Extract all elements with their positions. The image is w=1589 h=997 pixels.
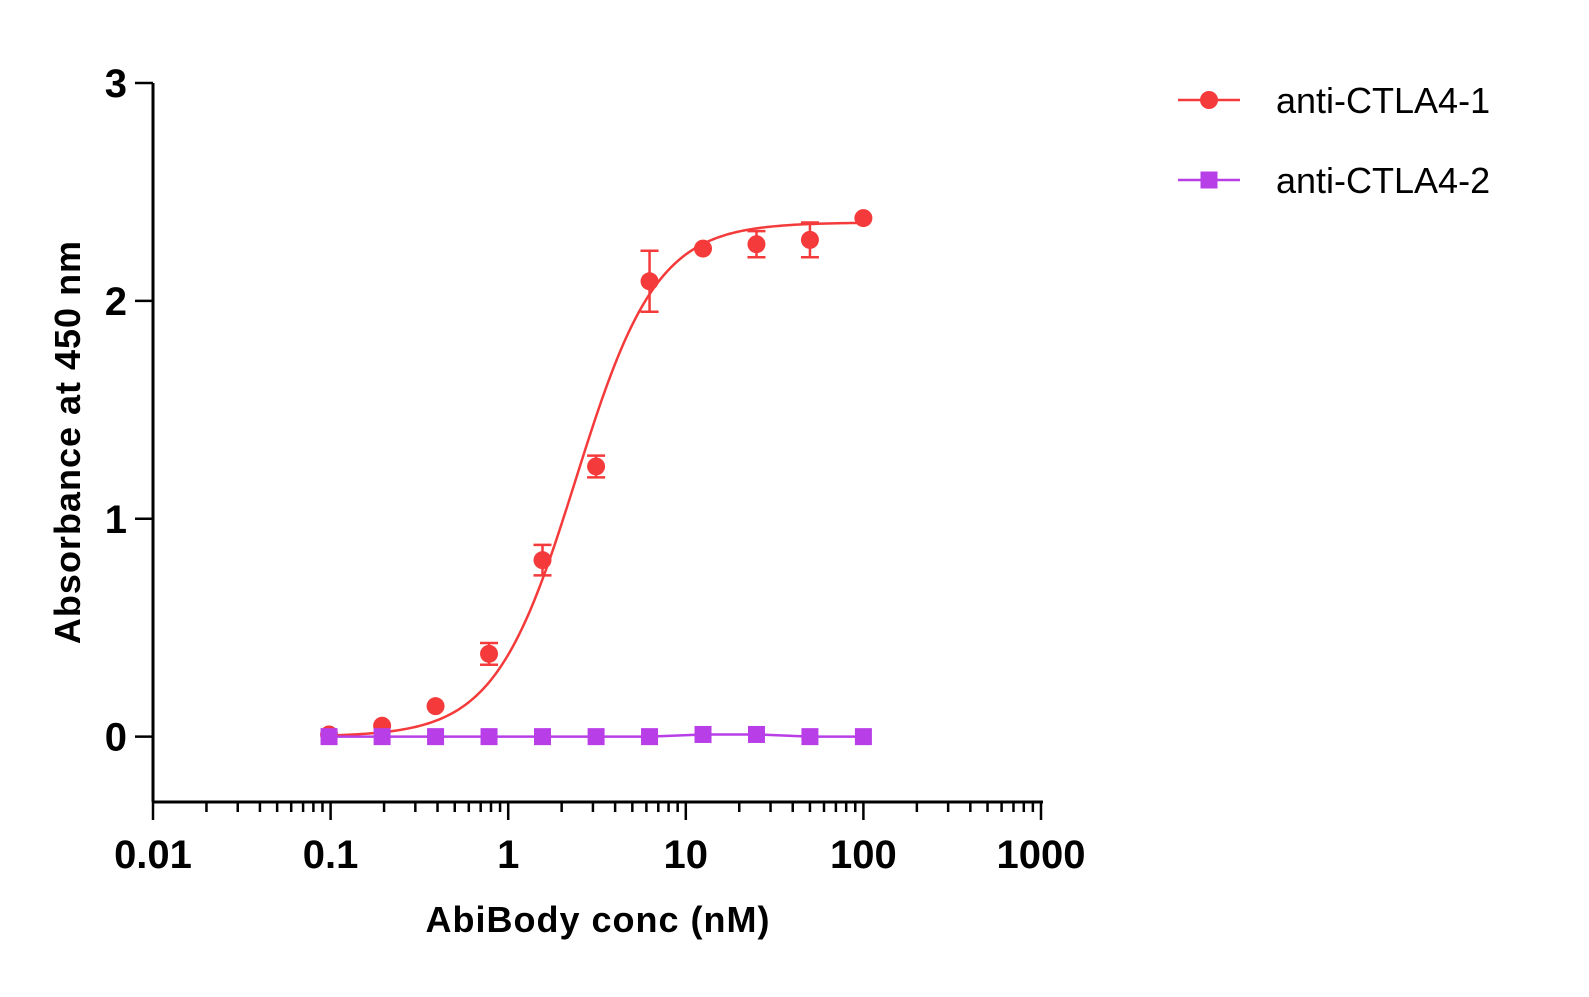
data-point (320, 728, 338, 746)
x-tick-label: 100 (830, 833, 897, 877)
data-point (800, 230, 819, 249)
data-point (480, 728, 498, 746)
x-axis-title: AbiBody conc (nM) (426, 899, 771, 940)
data-point (854, 209, 873, 228)
y-axis-title: Absorbance at 450 nm (47, 240, 88, 644)
data-point (747, 725, 765, 743)
data-point (854, 728, 872, 746)
data-point (373, 728, 391, 746)
y-tick-label: 1 (105, 498, 127, 542)
fit-curve-anti-CTLA4-1 (329, 221, 864, 737)
x-tick-label: 0.01 (114, 833, 192, 877)
legend-marker (1200, 171, 1218, 189)
data-point (533, 728, 551, 746)
x-tick-label: 10 (664, 833, 709, 877)
data-point (587, 457, 606, 476)
data-point (694, 239, 713, 258)
data-point (747, 235, 766, 254)
legend-marker (1200, 91, 1218, 109)
y-tick-label: 2 (105, 280, 127, 324)
legend-label: anti-CTLA4-1 (1276, 80, 1490, 121)
data-point (694, 725, 712, 743)
legend-label: anti-CTLA4-2 (1276, 160, 1490, 201)
data-point (426, 697, 445, 716)
data-point (533, 551, 552, 570)
data-point (587, 728, 605, 746)
y-tick-label: 0 (105, 716, 127, 760)
legend: anti-CTLA4-1 anti-CTLA4-2 (1178, 80, 1490, 201)
data-point (640, 272, 659, 291)
y-ticks: 0 1 2 3 (105, 62, 153, 760)
x-tick-label: 1 (497, 833, 519, 877)
x-ticks: 0.01 0.1 1 10 100 1000 (114, 802, 1085, 877)
data-point (427, 728, 445, 746)
x-tick-label: 0.1 (303, 833, 359, 877)
data-point (641, 728, 659, 746)
data-point (480, 644, 499, 663)
plot-area (320, 209, 873, 746)
y-tick-label: 3 (105, 62, 127, 106)
x-tick-label: 1000 (997, 833, 1086, 877)
data-point (801, 728, 819, 746)
